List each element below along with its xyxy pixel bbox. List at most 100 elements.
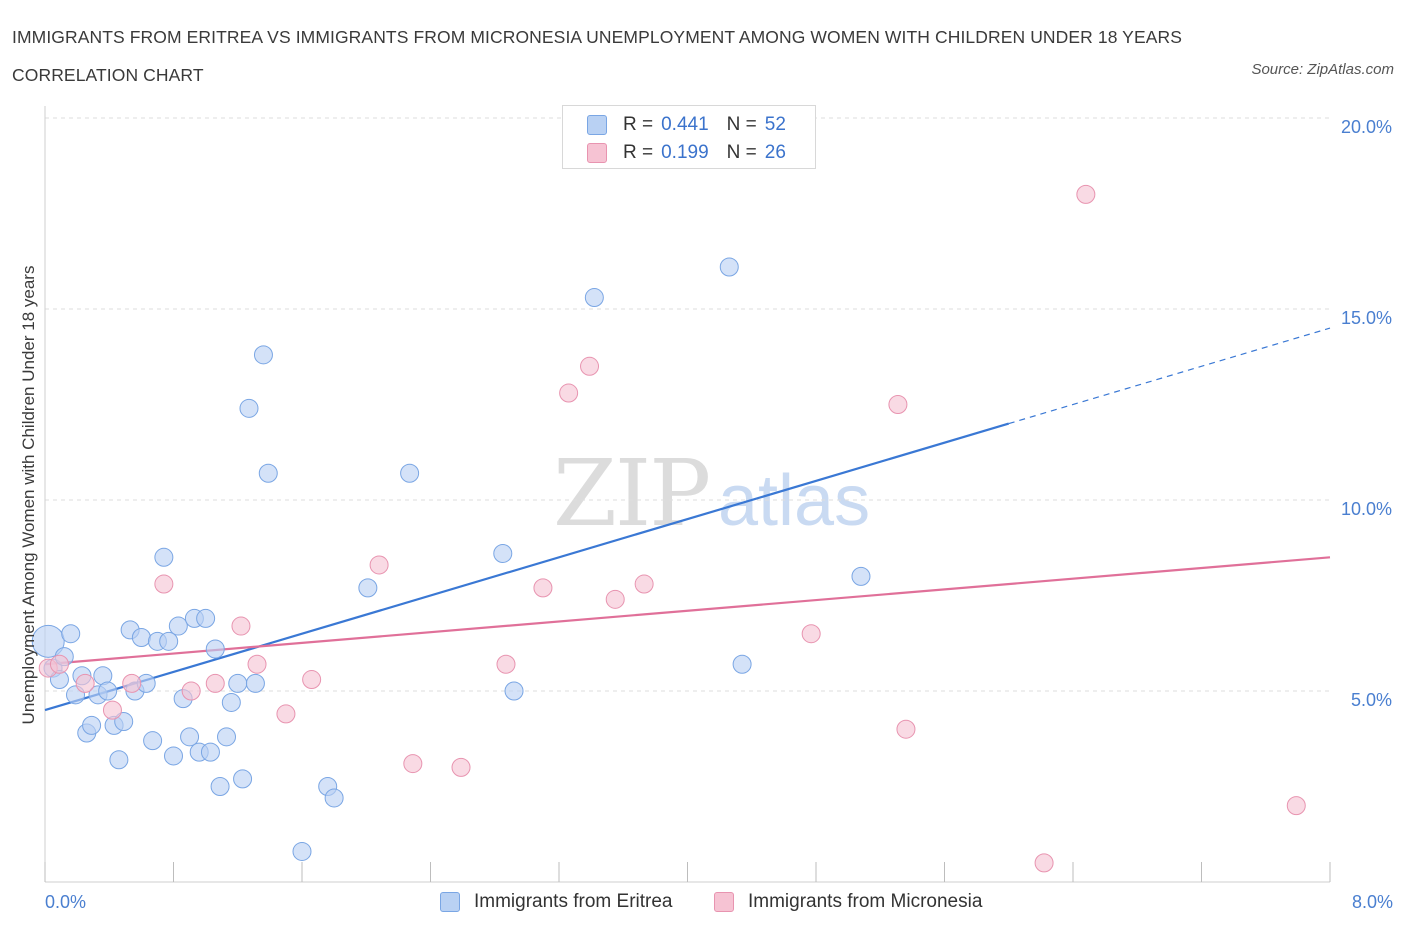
micronesia-point xyxy=(49,654,69,674)
gridlines xyxy=(45,117,1330,692)
eritrea-point xyxy=(493,543,513,563)
y-tick-label: 10.0% xyxy=(1341,499,1392,519)
bottom-legend-micronesia: Immigrants from Micronesia xyxy=(714,888,982,916)
x-tick-label: 0.0% xyxy=(45,892,86,912)
eritrea-point xyxy=(82,715,102,735)
micronesia-point xyxy=(580,356,600,376)
micronesia-point xyxy=(605,589,625,609)
eritrea-point xyxy=(228,673,248,693)
eritrea-point xyxy=(239,398,259,418)
eritrea-point xyxy=(233,769,253,789)
eritrea-point xyxy=(292,841,312,861)
micronesia-point xyxy=(801,624,821,644)
micronesia-point xyxy=(1034,853,1054,873)
eritrea-point xyxy=(196,608,216,628)
micronesia-point xyxy=(181,681,201,701)
eritrea-point xyxy=(504,681,524,701)
eritrea-point xyxy=(180,727,200,747)
eritrea-point xyxy=(732,654,752,674)
tick-labels: 5.0% 10.0% 15.0% 20.0% 0.0% 8.0% xyxy=(45,117,1393,912)
micronesia-legend-swatch xyxy=(714,892,734,912)
eritrea-legend-swatch xyxy=(440,892,460,912)
micronesia-point xyxy=(496,654,516,674)
chart-source: Source: ZipAtlas.com xyxy=(1251,61,1394,78)
micronesia-point xyxy=(75,673,95,693)
micronesia-point xyxy=(403,754,423,774)
eritrea-point xyxy=(61,624,81,644)
eritrea-point xyxy=(131,628,151,648)
legend-n-label: N = xyxy=(726,114,757,135)
y-axis-label: Unemployment Among Women with Children U… xyxy=(19,266,38,725)
eritrea-point xyxy=(217,727,237,747)
legend-r-label: R = xyxy=(623,114,654,135)
legend-r-value: 0.199 xyxy=(661,142,709,163)
legend-n-label: N = xyxy=(726,142,757,163)
micronesia-point xyxy=(559,383,579,403)
micronesia-point xyxy=(634,574,654,594)
eritrea-point xyxy=(109,750,129,770)
micronesia-point xyxy=(896,719,916,739)
eritrea-point xyxy=(221,692,241,712)
eritrea-point xyxy=(143,731,163,751)
eritrea-point xyxy=(245,673,265,693)
eritrea-point xyxy=(358,578,378,598)
x-tick-label: 8.0% xyxy=(1352,892,1393,912)
micronesia-point xyxy=(533,578,553,598)
micronesia-point xyxy=(451,757,471,777)
data-points xyxy=(31,184,1306,873)
eritrea-swatch xyxy=(587,115,607,135)
chart-title: IMMIGRANTS FROM ERITREA VS IMMIGRANTS FR… xyxy=(12,27,1183,85)
eritrea-trend-line xyxy=(44,422,1010,712)
legend-row-micronesia: R = 0.199 N = 26 xyxy=(587,140,786,166)
micronesia-point xyxy=(154,574,174,594)
micronesia-point xyxy=(302,670,322,690)
eritrea-point xyxy=(400,463,420,483)
micronesia-point xyxy=(276,704,296,724)
legend-r-value: 0.441 xyxy=(661,114,709,135)
eritrea-trend-extension xyxy=(1008,327,1331,425)
micronesia-trend-line xyxy=(44,556,1331,666)
eritrea-point xyxy=(159,631,179,651)
watermark-atlas: atlas xyxy=(718,461,871,541)
micronesia-point xyxy=(122,673,142,693)
eritrea-point xyxy=(851,566,871,586)
legend-row-eritrea: R = 0.441 N = 52 xyxy=(587,112,786,138)
micronesia-point xyxy=(888,395,908,414)
watermark-zip: ZIP xyxy=(553,440,711,547)
eritrea-point xyxy=(258,463,278,483)
micronesia-point xyxy=(205,673,225,693)
micronesia-point xyxy=(247,654,267,674)
eritrea-point xyxy=(205,639,225,659)
micronesia-point xyxy=(231,616,251,636)
trend-lines xyxy=(44,327,1331,712)
legend-n-value: 52 xyxy=(764,114,786,135)
eritrea-point xyxy=(98,681,118,701)
micronesia-point xyxy=(102,700,122,720)
eritrea-point xyxy=(253,345,273,365)
eritrea-legend-label: Immigrants from Eritrea xyxy=(474,891,673,912)
eritrea-point xyxy=(31,624,65,658)
correlation-legend: R = 0.441 N = 52 R = 0.199 N = 26 xyxy=(562,105,816,169)
micronesia-legend-label: Immigrants from Micronesia xyxy=(748,891,983,912)
eritrea-point xyxy=(114,712,134,732)
y-tick-label: 5.0% xyxy=(1351,690,1392,710)
eritrea-point xyxy=(168,616,188,636)
y-tick-label: 15.0% xyxy=(1341,308,1392,328)
eritrea-point xyxy=(200,742,220,762)
legend-r-label: R = xyxy=(623,142,654,163)
axes xyxy=(44,106,1331,883)
eritrea-point xyxy=(154,547,174,567)
eritrea-point xyxy=(164,746,183,766)
micronesia-point xyxy=(369,555,389,575)
micronesia-swatch xyxy=(587,143,607,163)
micronesia-point xyxy=(1286,796,1306,816)
eritrea-point xyxy=(719,257,739,277)
y-tick-label: 20.0% xyxy=(1341,117,1392,137)
eritrea-point xyxy=(584,288,604,308)
bottom-legend-eritrea: Immigrants from Eritrea xyxy=(440,888,672,916)
eritrea-point xyxy=(210,777,230,796)
legend-n-value: 26 xyxy=(764,142,786,163)
micronesia-point xyxy=(1076,184,1096,204)
eritrea-point xyxy=(324,788,344,808)
